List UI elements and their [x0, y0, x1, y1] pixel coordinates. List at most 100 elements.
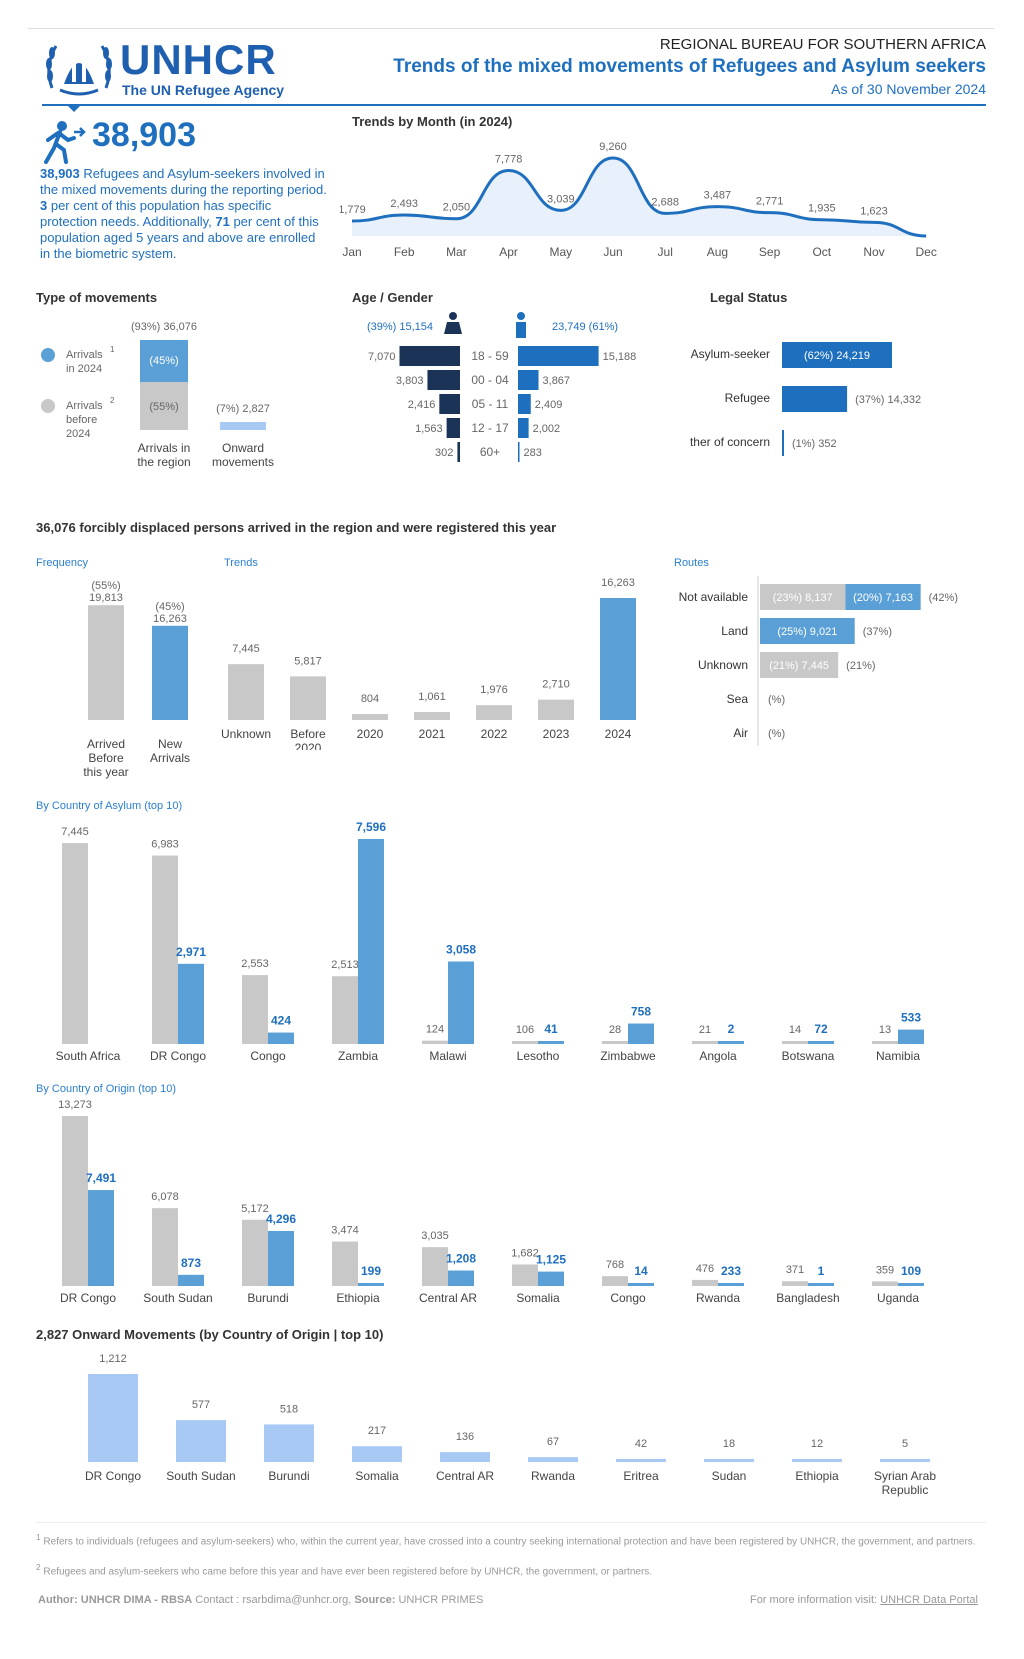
age-group-label: 05 - 11: [472, 397, 509, 411]
month-value-label: 2,771: [756, 196, 784, 208]
route-before-label: (23%) 8,137: [773, 592, 833, 604]
more-info-text: For more information visit:: [749, 1594, 878, 1606]
origin-new-label: 4,296: [266, 1212, 296, 1226]
legal-value-label: (37%) 14,332: [855, 394, 921, 406]
onward-country-bar: [880, 1459, 930, 1462]
trend-value-label: 7,445: [232, 643, 260, 655]
footnote-2: 2 Refugees and asylum-seekers who came b…: [36, 1562, 653, 1578]
asylum-before-label: 2,553: [241, 958, 269, 970]
onward-category-label: South Sudan: [166, 1469, 235, 1483]
report-date: As of 30 November 2024: [831, 81, 986, 97]
legend-arrivals-before-sub2: 2024: [66, 428, 90, 440]
onward-value-label: 518: [280, 1403, 298, 1415]
route-category-label: Sea: [727, 692, 749, 706]
origin-title: By Country of Origin (top 10): [36, 1083, 177, 1095]
female-value-label: 7,070: [368, 351, 396, 363]
movements-chart: Arrivals 1 in 2024 Arrivals 2 before 2024 (93%)…: [41, 321, 274, 469]
female-value-label: 2,416: [408, 399, 436, 411]
onward-category-label: Burundi: [268, 1469, 309, 1483]
footnote-1-text: Refers to individuals (refugees and asyl…: [43, 1536, 976, 1548]
origin-bar-before: [872, 1281, 898, 1286]
trend-cat-label: 2020: [357, 727, 384, 741]
legend-arrivals-before-sup: 2: [110, 396, 115, 405]
arrivals-total-label: (93%) 36,076: [131, 321, 197, 333]
onward-value-label: 18: [723, 1438, 735, 1450]
asylum-bar-before: [152, 855, 178, 1044]
trend-value-label: 16,263: [601, 577, 635, 589]
route-total-label: (%): [768, 694, 785, 706]
trend-bar: [290, 676, 326, 720]
onward-title: 2,827 Onward Movements (by Country of Or…: [36, 1327, 384, 1342]
legal-status-chart: Asylum-seeker (62%) 24,219 Refugee (37%) 14…: [690, 342, 921, 456]
female-icon: [444, 322, 462, 334]
onward-value-label: 577: [192, 1399, 210, 1411]
month-tick-label: Jun: [603, 245, 622, 259]
female-value-label: 3,803: [396, 375, 424, 387]
male-total-label: 23,749 (61%): [552, 321, 618, 333]
onward-category-label: Eritrea: [623, 1469, 659, 1483]
trend-value-label: 2,710: [542, 679, 570, 691]
asylum-category-label: Zambia: [338, 1049, 378, 1063]
source-label: Source:: [354, 1594, 396, 1606]
onward-value-label: 42: [635, 1438, 647, 1450]
origin-bar-before: [602, 1276, 628, 1286]
month-value-label: 2,688: [651, 196, 679, 208]
onward-country-bar: [704, 1459, 754, 1462]
walking-person-icon: [40, 120, 88, 169]
male-icon: [517, 312, 525, 320]
asylum-new-label: 424: [271, 1014, 291, 1028]
data-portal-link[interactable]: UNHCR Data Portal: [880, 1594, 978, 1606]
frequency-bar: [88, 605, 124, 720]
asylum-bar-new: [808, 1041, 834, 1044]
origin-category-label: Somalia: [516, 1291, 560, 1305]
route-category-label: Unknown: [698, 658, 748, 672]
male-bar: [518, 370, 539, 390]
legal-category-label: Asylum-seeker: [691, 347, 770, 361]
female-value-label: 302: [435, 447, 453, 459]
origin-before-label: 6,078: [151, 1191, 179, 1203]
contact-value: Contact : rsarbdima@unhcr.org,: [195, 1594, 352, 1606]
origin-bar-before: [422, 1247, 448, 1286]
origin-category-label: Bangladesh: [776, 1291, 839, 1305]
asylum-bar-new: [178, 963, 204, 1044]
kpi-bold-bio: 71: [215, 214, 230, 229]
origin-new-label: 1: [818, 1264, 825, 1278]
month-tick-label: Apr: [499, 245, 518, 259]
legend-arrivals-2024-label: Arrivals: [66, 349, 103, 361]
cat-arrivals-line1: Arrivals in: [138, 441, 191, 455]
logo-emblem-icon: [46, 45, 112, 96]
asylum-new-label: 3,058: [446, 942, 476, 956]
origin-before-label: 476: [696, 1263, 714, 1275]
footnote-rule: [36, 1522, 986, 1523]
male-value-label: 2,002: [533, 423, 561, 435]
female-bar: [399, 346, 460, 366]
male-value-label: 15,188: [603, 351, 637, 363]
frequency-value-label: 16,263: [153, 613, 187, 625]
asylum-new-label: 533: [901, 1011, 921, 1025]
female-bar: [457, 442, 460, 462]
month-tick-label: May: [549, 245, 572, 259]
month-value-label: 3,487: [704, 190, 732, 202]
arrivals-before-bar: [140, 382, 188, 430]
origin-bar-new: [718, 1283, 744, 1286]
month-tick-label: Nov: [863, 245, 884, 259]
origin-bar-before: [152, 1208, 178, 1286]
onward-total-label: (7%) 2,827: [216, 403, 270, 415]
cat-onward-line1: Onward: [222, 441, 264, 455]
author-line: Author: UNHCR DIMA - RBSA Contact : rsar…: [38, 1594, 483, 1606]
onward-country-bar: [176, 1420, 226, 1462]
route-before-bar: [760, 652, 839, 678]
origin-bar-new: [898, 1283, 924, 1286]
onward-category-label: Central AR: [436, 1469, 494, 1483]
female-bar: [446, 418, 460, 438]
male-value-label: 3,867: [543, 375, 571, 387]
age-group-label: 00 - 04: [471, 373, 509, 387]
onward-category-label: Rwanda: [531, 1469, 575, 1483]
origin-bar-before: [242, 1219, 268, 1286]
origin-category-label: South Sudan: [143, 1291, 212, 1305]
route-new-bar: [760, 618, 855, 644]
frequency-chart: (55%)19,813 (45%)16,263 ArrivedBeforethis …: [83, 580, 190, 779]
asylum-before-label: 13: [879, 1024, 891, 1036]
month-value-label: 1,623: [860, 205, 888, 217]
asylum-title: By Country of Asylum (top 10): [36, 800, 183, 812]
